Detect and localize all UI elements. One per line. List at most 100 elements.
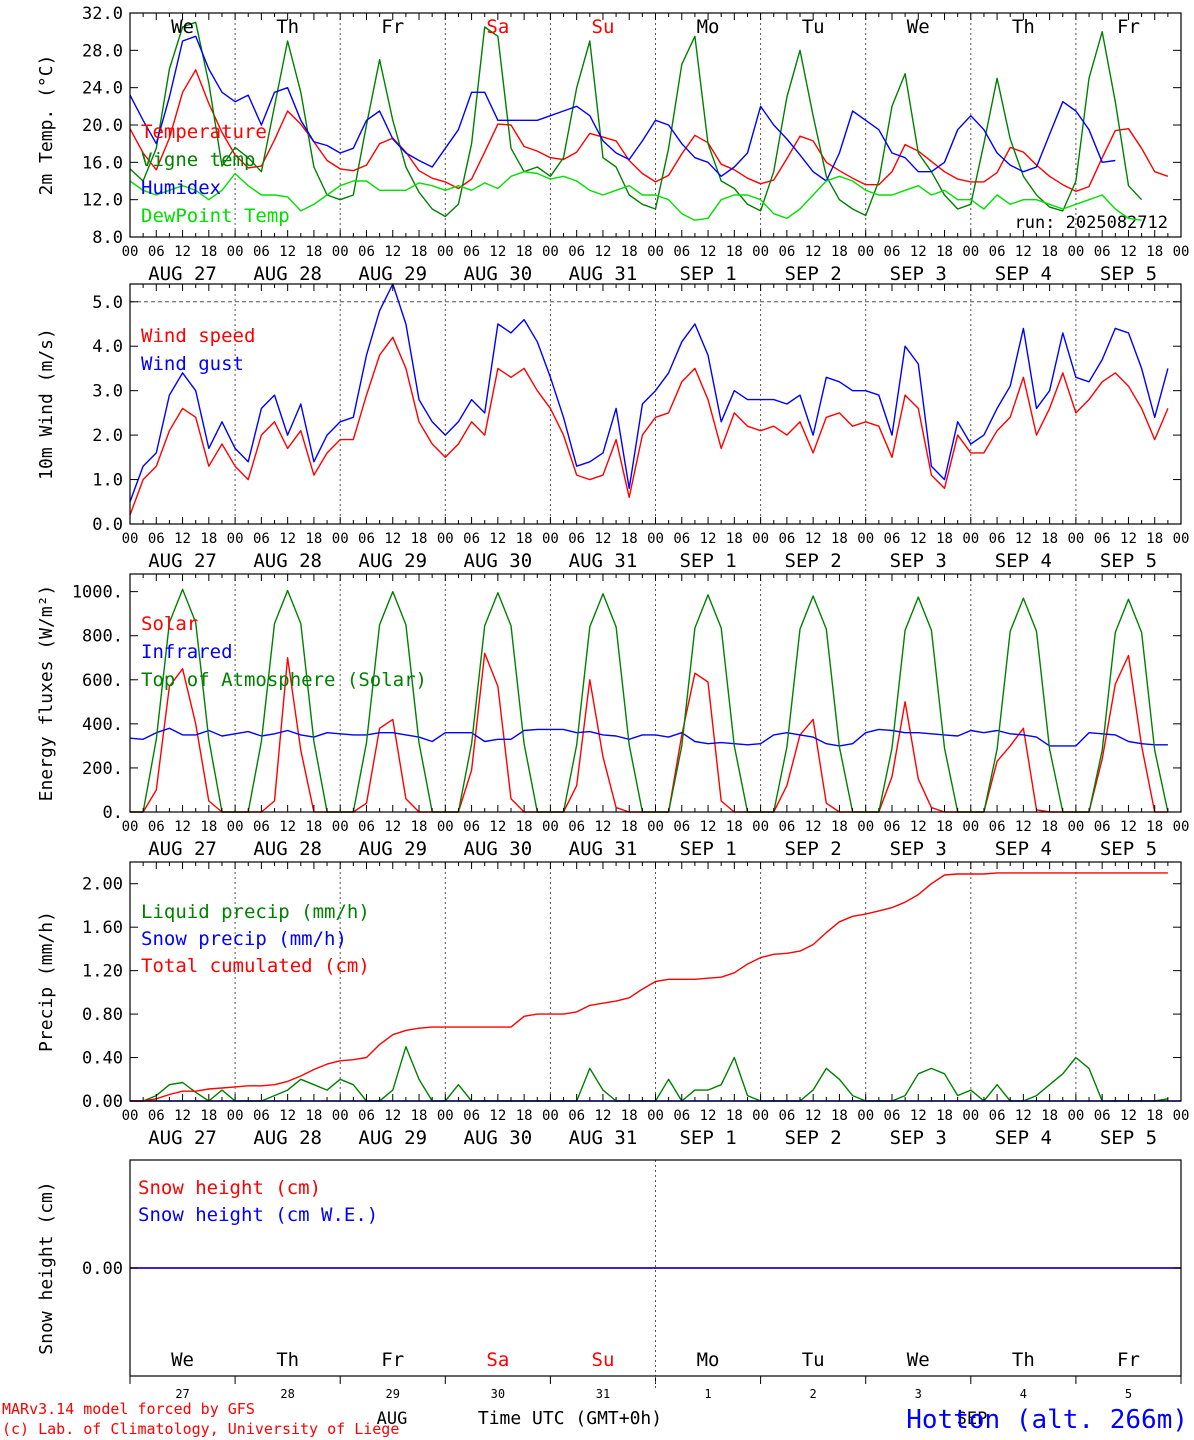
panel-temp: 8.0 12.0 16.0 20.0 24.0 28.0 32.0 2m Temp. (°C)… (36, 4, 1189, 285)
weekday-label: Th (276, 1349, 299, 1371)
hour-tick-label: 00 (227, 244, 244, 260)
hour-tick-label: 06 (1094, 819, 1111, 835)
date-label: SEP 5 (1100, 550, 1157, 572)
hour-tick-label: 06 (253, 244, 270, 260)
series-line-wind-gust (129, 283, 1169, 503)
hour-tick-label: 00 (647, 819, 664, 835)
y-tick-label: 32.0 (82, 4, 123, 24)
hour-tick-label: 00 (122, 531, 139, 547)
hour-tick-label: 12 (279, 531, 296, 547)
hour-tick-label: 00 (227, 531, 244, 547)
station-label: Hotton (alt. 266m) (906, 1405, 1188, 1435)
date-label: SEP 3 (890, 838, 947, 860)
hour-tick-label: 18 (516, 1108, 533, 1124)
date-label: AUG 30 (464, 263, 533, 285)
y-axis-label: 2m Temp. (°C) (36, 55, 57, 196)
hour-tick-label: 18 (200, 244, 217, 260)
legend-label: Top of Atmosphere (Solar) (141, 669, 427, 691)
hour-tick-label: 18 (1146, 531, 1163, 547)
hour-tick-label: 00 (542, 819, 559, 835)
hour-tick-label: 06 (463, 531, 480, 547)
y-tick-label: 12.0 (82, 191, 123, 211)
date-label: AUG 29 (358, 263, 427, 285)
hour-tick-label: 12 (489, 244, 506, 260)
y-tick-label: 20.0 (82, 116, 123, 136)
hour-tick-label: 18 (411, 1108, 428, 1124)
date-label: SEP 4 (995, 838, 1052, 860)
hour-tick-label: 00 (542, 531, 559, 547)
weekday-label: We (907, 16, 930, 38)
series-line-top-of-atmosphere-solar (130, 588, 1169, 813)
series-line-humidex (129, 35, 1116, 182)
series-line-vigne-temp (129, 21, 1143, 218)
hour-tick-label: 06 (253, 531, 270, 547)
date-label: SEP 5 (1100, 263, 1157, 285)
hour-tick-label: 00 (332, 819, 349, 835)
series-line-liquid-precip-mm-h (130, 1045, 1169, 1102)
y-tick-label: 800. (82, 627, 123, 647)
legend-label: Temperature (141, 121, 267, 143)
hour-tick-label: 12 (174, 1108, 191, 1124)
hour-tick-label: 00 (752, 531, 769, 547)
hour-tick-label: 18 (936, 531, 953, 547)
hour-tick-label: 12 (279, 244, 296, 260)
date-label: AUG 31 (569, 263, 638, 285)
y-tick-label: 0.00 (82, 1259, 123, 1279)
hour-tick-label: 00 (332, 244, 349, 260)
hour-tick-label: 12 (805, 1108, 822, 1124)
hour-tick-label: 18 (1146, 244, 1163, 260)
hour-tick-label: 00 (437, 1108, 454, 1124)
hour-tick-label: 00 (122, 1108, 139, 1124)
hour-tick-label: 12 (174, 819, 191, 835)
y-tick-label: 1.60 (82, 918, 123, 938)
hour-tick-label: 18 (621, 1108, 638, 1124)
legend-label: Snow height (cm) (138, 1177, 321, 1199)
legend-label: Snow precip (mm/h) (141, 928, 347, 950)
month-label-sep: SEP (957, 1409, 988, 1429)
run-label: run: 2025082712 (1014, 213, 1168, 233)
hour-tick-label: 18 (831, 244, 848, 260)
weekday-label: Sa (486, 16, 509, 38)
hour-tick-label: 06 (989, 531, 1006, 547)
hour-tick-label: 00 (962, 819, 979, 835)
day-number-label: 5 (1125, 1387, 1132, 1401)
y-axis-label: Energy fluxes (W/m²) (36, 585, 57, 802)
hour-tick-label: 12 (1015, 1108, 1032, 1124)
hour-tick-label: 12 (174, 531, 191, 547)
hour-tick-label: 00 (332, 1108, 349, 1124)
legend-label: Solar (141, 613, 198, 635)
hour-tick-label: 18 (726, 1108, 743, 1124)
day-number-label: 28 (280, 1387, 294, 1401)
panel-snow: 0.00 Snow height (cm) Snow height (cm) Snow… (36, 1159, 1182, 1377)
date-label: AUG 27 (148, 263, 217, 285)
hour-tick-label: 00 (647, 1108, 664, 1124)
hour-tick-label: 00 (437, 531, 454, 547)
hour-tick-label: 12 (384, 819, 401, 835)
hour-tick-label: 06 (1094, 1108, 1111, 1124)
hour-tick-label: 00 (962, 1108, 979, 1124)
hour-tick-label: 18 (621, 819, 638, 835)
hour-tick-label: 00 (647, 244, 664, 260)
y-tick-label: 0. (103, 803, 123, 823)
date-label: AUG 27 (148, 1127, 217, 1149)
date-label: AUG 28 (253, 263, 322, 285)
hour-tick-label: 12 (910, 531, 927, 547)
hour-tick-label: 06 (778, 531, 795, 547)
weekday-label: Fr (1117, 16, 1140, 38)
hour-tick-label: 12 (805, 531, 822, 547)
hour-tick-label: 12 (279, 819, 296, 835)
date-label: SEP 4 (995, 550, 1052, 572)
hour-tick-label: 12 (489, 531, 506, 547)
hour-tick-label: 06 (463, 1108, 480, 1124)
y-tick-label: 24.0 (82, 79, 123, 99)
hour-tick-label: 06 (1094, 244, 1111, 260)
hour-tick-label: 06 (463, 244, 480, 260)
legend-label: Liquid precip (mm/h) (141, 901, 370, 923)
hour-tick-label: 00 (122, 819, 139, 835)
hour-tick-label: 00 (1067, 244, 1084, 260)
date-label: SEP 2 (785, 1127, 842, 1149)
legend-label: Total cumulated (cm) (141, 955, 370, 977)
hour-tick-label: 12 (1120, 531, 1137, 547)
hour-tick-label: 18 (516, 531, 533, 547)
hour-tick-label: 18 (831, 1108, 848, 1124)
